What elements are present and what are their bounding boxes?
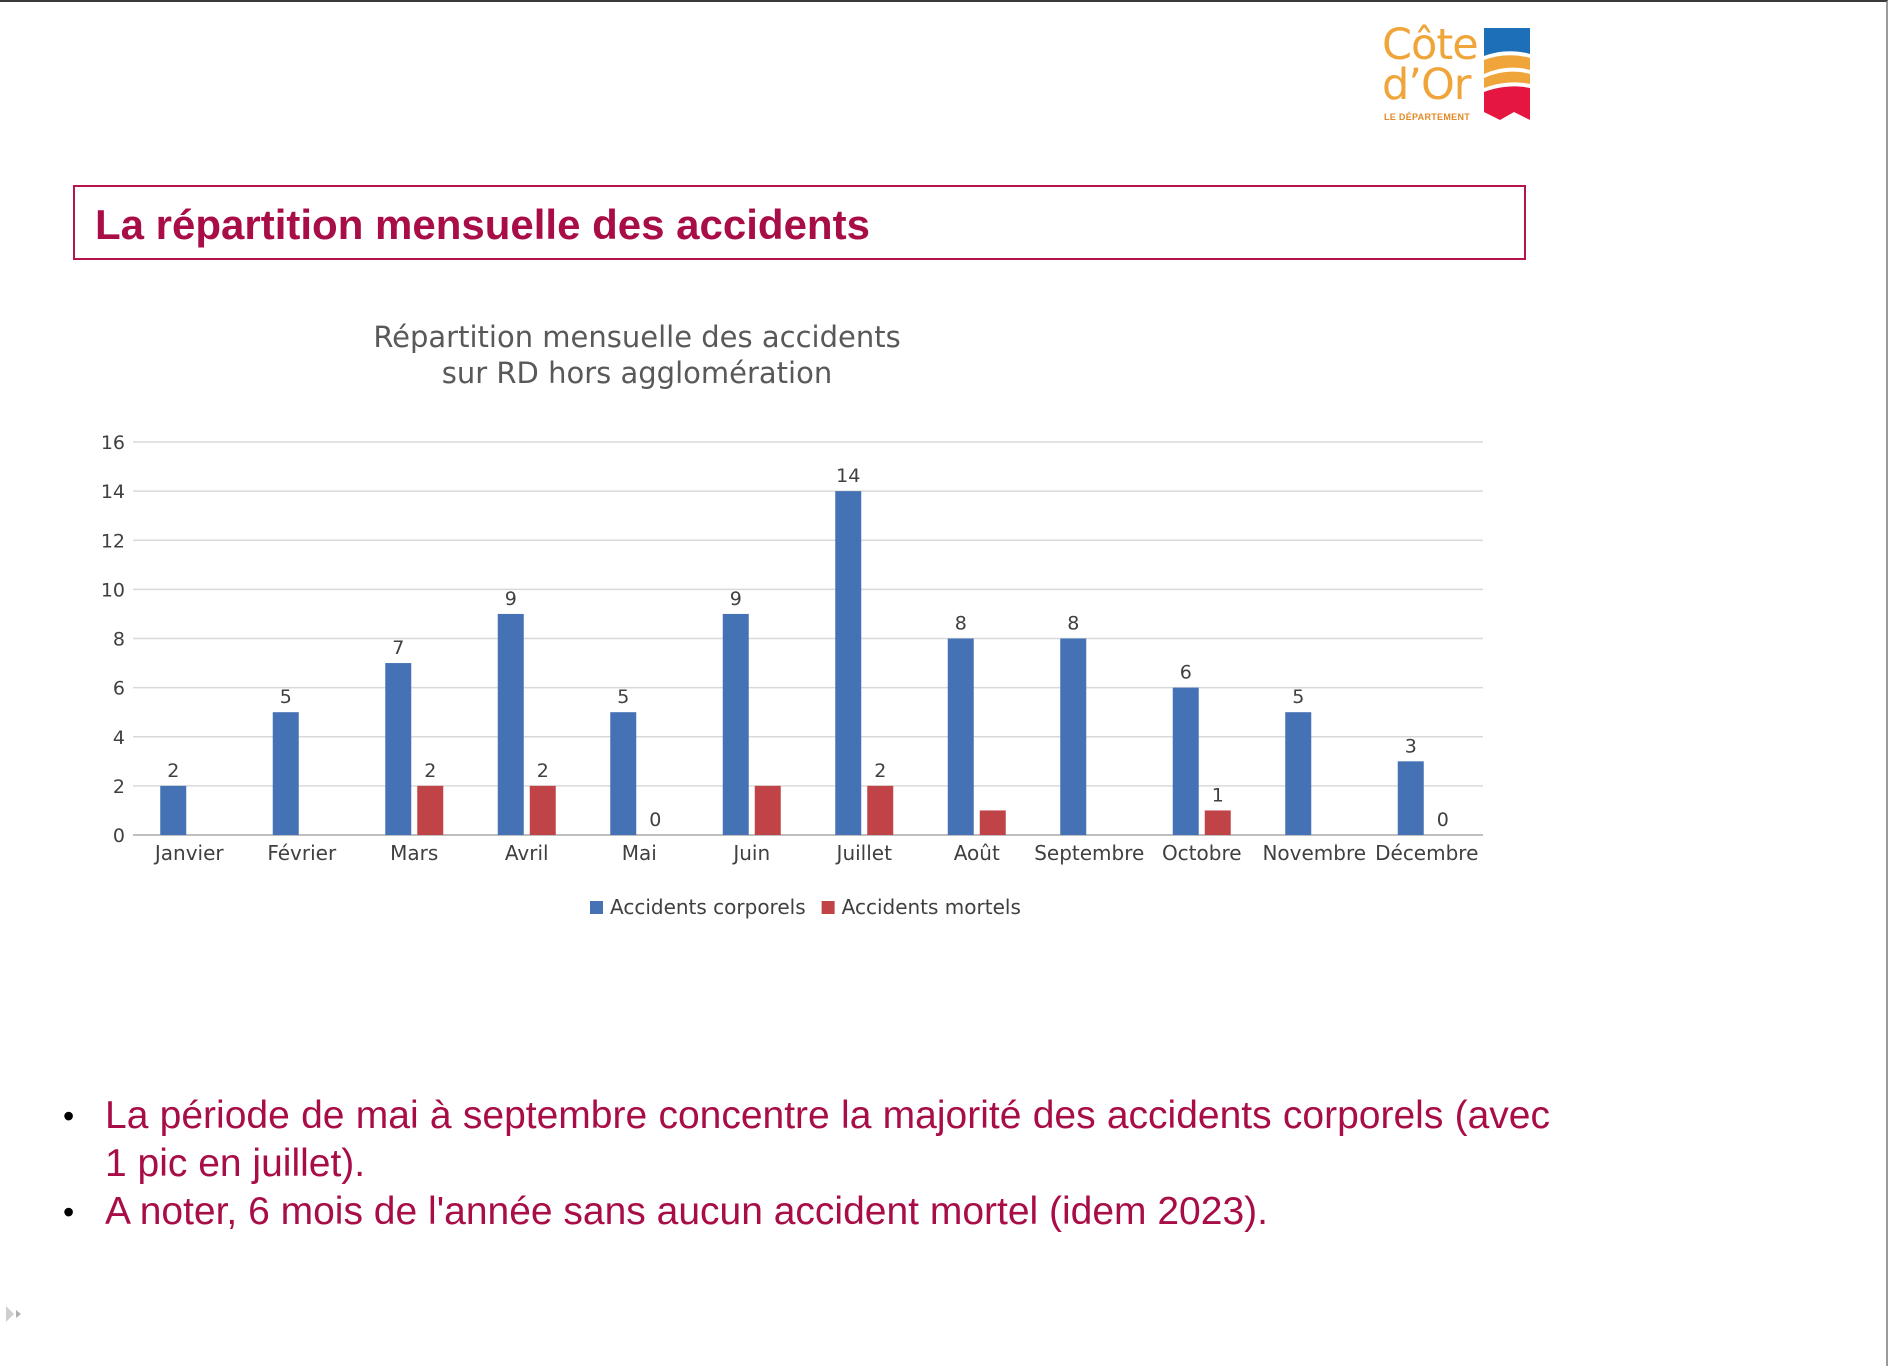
- data-label: 1: [1212, 784, 1224, 806]
- y-tick-label: 8: [113, 629, 125, 651]
- cote-dor-logo: Côte d’Or LE DÉPARTEMENT: [1378, 22, 1548, 127]
- bullet-item: • A noter, 6 mois de l'année sans aucun …: [60, 1188, 1550, 1236]
- bar: [417, 785, 444, 835]
- y-tick-label: 16: [101, 432, 125, 454]
- bar: [1204, 810, 1231, 835]
- x-tick-label: Décembre: [1375, 841, 1478, 865]
- data-label: 2: [874, 760, 886, 782]
- data-label: 2: [167, 760, 179, 782]
- x-tick-label: Janvier: [153, 841, 225, 865]
- bullet-list: • La période de mai à septembre concentr…: [60, 1092, 1550, 1236]
- data-label: 9: [505, 588, 517, 610]
- logo-flag-icon: [1484, 28, 1530, 120]
- slide-title-box: La répartition mensuelle des accidents: [73, 185, 1526, 260]
- data-label: 0: [1437, 809, 1449, 831]
- bar: [722, 613, 749, 835]
- data-label: 5: [617, 686, 629, 708]
- bar: [835, 491, 862, 835]
- bar: [1285, 712, 1312, 835]
- legend-swatch: [821, 901, 835, 914]
- x-tick-label: Mars: [390, 841, 438, 865]
- data-label: 2: [424, 760, 436, 782]
- x-tick-label: Juin: [731, 841, 770, 865]
- legend-label: Accidents corporels: [610, 895, 806, 919]
- data-label: 2: [537, 760, 549, 782]
- x-tick-label: Février: [267, 841, 337, 865]
- y-tick-label: 14: [101, 481, 125, 503]
- bar: [160, 785, 187, 835]
- legend-swatch: [590, 901, 603, 914]
- data-label: 8: [1067, 613, 1079, 635]
- y-tick-label: 12: [101, 530, 125, 552]
- y-tick-label: 0: [113, 825, 125, 847]
- x-tick-label: Octobre: [1162, 841, 1242, 865]
- data-label: 8: [955, 613, 967, 635]
- y-tick-label: 2: [113, 776, 125, 798]
- bullet-text: La période de mai à septembre concentre …: [105, 1094, 1550, 1185]
- data-label: 14: [836, 465, 860, 487]
- y-tick-label: 10: [101, 579, 125, 601]
- data-label: 5: [280, 686, 292, 708]
- x-tick-label: Avril: [505, 841, 549, 865]
- data-label: 7: [392, 637, 404, 659]
- x-tick-label: Mai: [622, 841, 657, 865]
- y-tick-label: 6: [113, 678, 125, 700]
- bar: [1397, 761, 1424, 835]
- bar: [1172, 687, 1199, 835]
- x-tick-label: Novembre: [1262, 841, 1366, 865]
- bar: [947, 638, 974, 835]
- slide-title: La répartition mensuelle des accidents: [95, 201, 870, 248]
- bar: [754, 785, 781, 835]
- bullet-item: • La période de mai à septembre concentr…: [60, 1092, 1550, 1188]
- chart-title: Répartition mensuelle des accidents: [373, 320, 900, 354]
- logo-word-line2: d’Or: [1382, 60, 1471, 110]
- x-tick-label: Août: [954, 841, 1000, 865]
- bar: [529, 785, 556, 835]
- data-label: 3: [1405, 735, 1417, 757]
- x-tick-label: Septembre: [1034, 841, 1144, 865]
- logo-word-line1: Côte: [1382, 20, 1479, 70]
- bar: [610, 712, 637, 835]
- slide-nav-arrow-icon[interactable]: [4, 1304, 28, 1324]
- chart-title: sur RD hors agglomération: [442, 356, 832, 390]
- bar: [1060, 638, 1087, 835]
- x-tick-label: Juillet: [835, 841, 893, 865]
- bullet-text: A noter, 6 mois de l'année sans aucun ac…: [105, 1190, 1268, 1233]
- data-label: 6: [1180, 662, 1192, 684]
- bar: [385, 663, 412, 835]
- legend-label: Accidents mortels: [842, 895, 1021, 919]
- data-label: 0: [649, 809, 661, 831]
- data-label: 5: [1292, 686, 1304, 708]
- bullet-marker: •: [63, 1098, 75, 1134]
- bar: [867, 785, 894, 835]
- y-tick-label: 4: [113, 727, 125, 749]
- bullet-marker: •: [63, 1194, 75, 1230]
- data-label: 9: [730, 588, 742, 610]
- logo-subtitle: LE DÉPARTEMENT: [1384, 112, 1471, 122]
- bar: [497, 613, 524, 835]
- bar: [272, 712, 299, 835]
- bar: [979, 810, 1006, 835]
